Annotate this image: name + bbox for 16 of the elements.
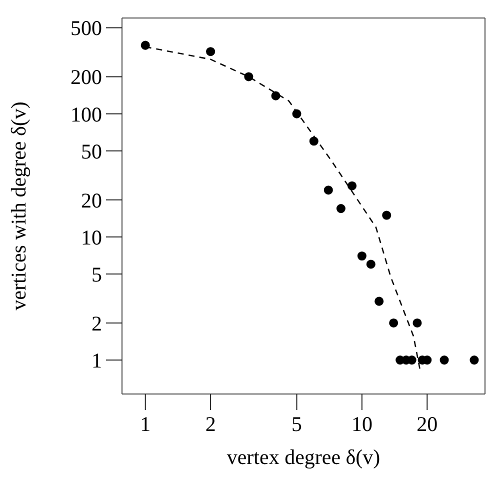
- x-axis-title: vertex degree δ(v): [226, 445, 380, 469]
- y-tick-label: 5: [92, 262, 102, 286]
- x-tick-label: 2: [205, 412, 216, 436]
- y-tick-label: 500: [70, 16, 102, 40]
- y-tick-label: 10: [81, 225, 102, 250]
- y-tick-label: 50: [81, 139, 102, 164]
- x-tick-label: 1: [140, 412, 151, 436]
- y-tick-label: 1: [92, 348, 102, 373]
- x-tick-label: 5: [292, 412, 302, 436]
- y-axis-title: vertices with degree δ(v): [6, 102, 30, 310]
- y-tick-label: 200: [70, 65, 102, 90]
- x-tick-label: 20: [416, 412, 438, 436]
- y-tick-label: 2: [92, 311, 102, 336]
- x-tick-label: 10: [351, 412, 372, 436]
- y-tick-label: 20: [81, 188, 102, 212]
- y-tick-label: 100: [70, 102, 102, 126]
